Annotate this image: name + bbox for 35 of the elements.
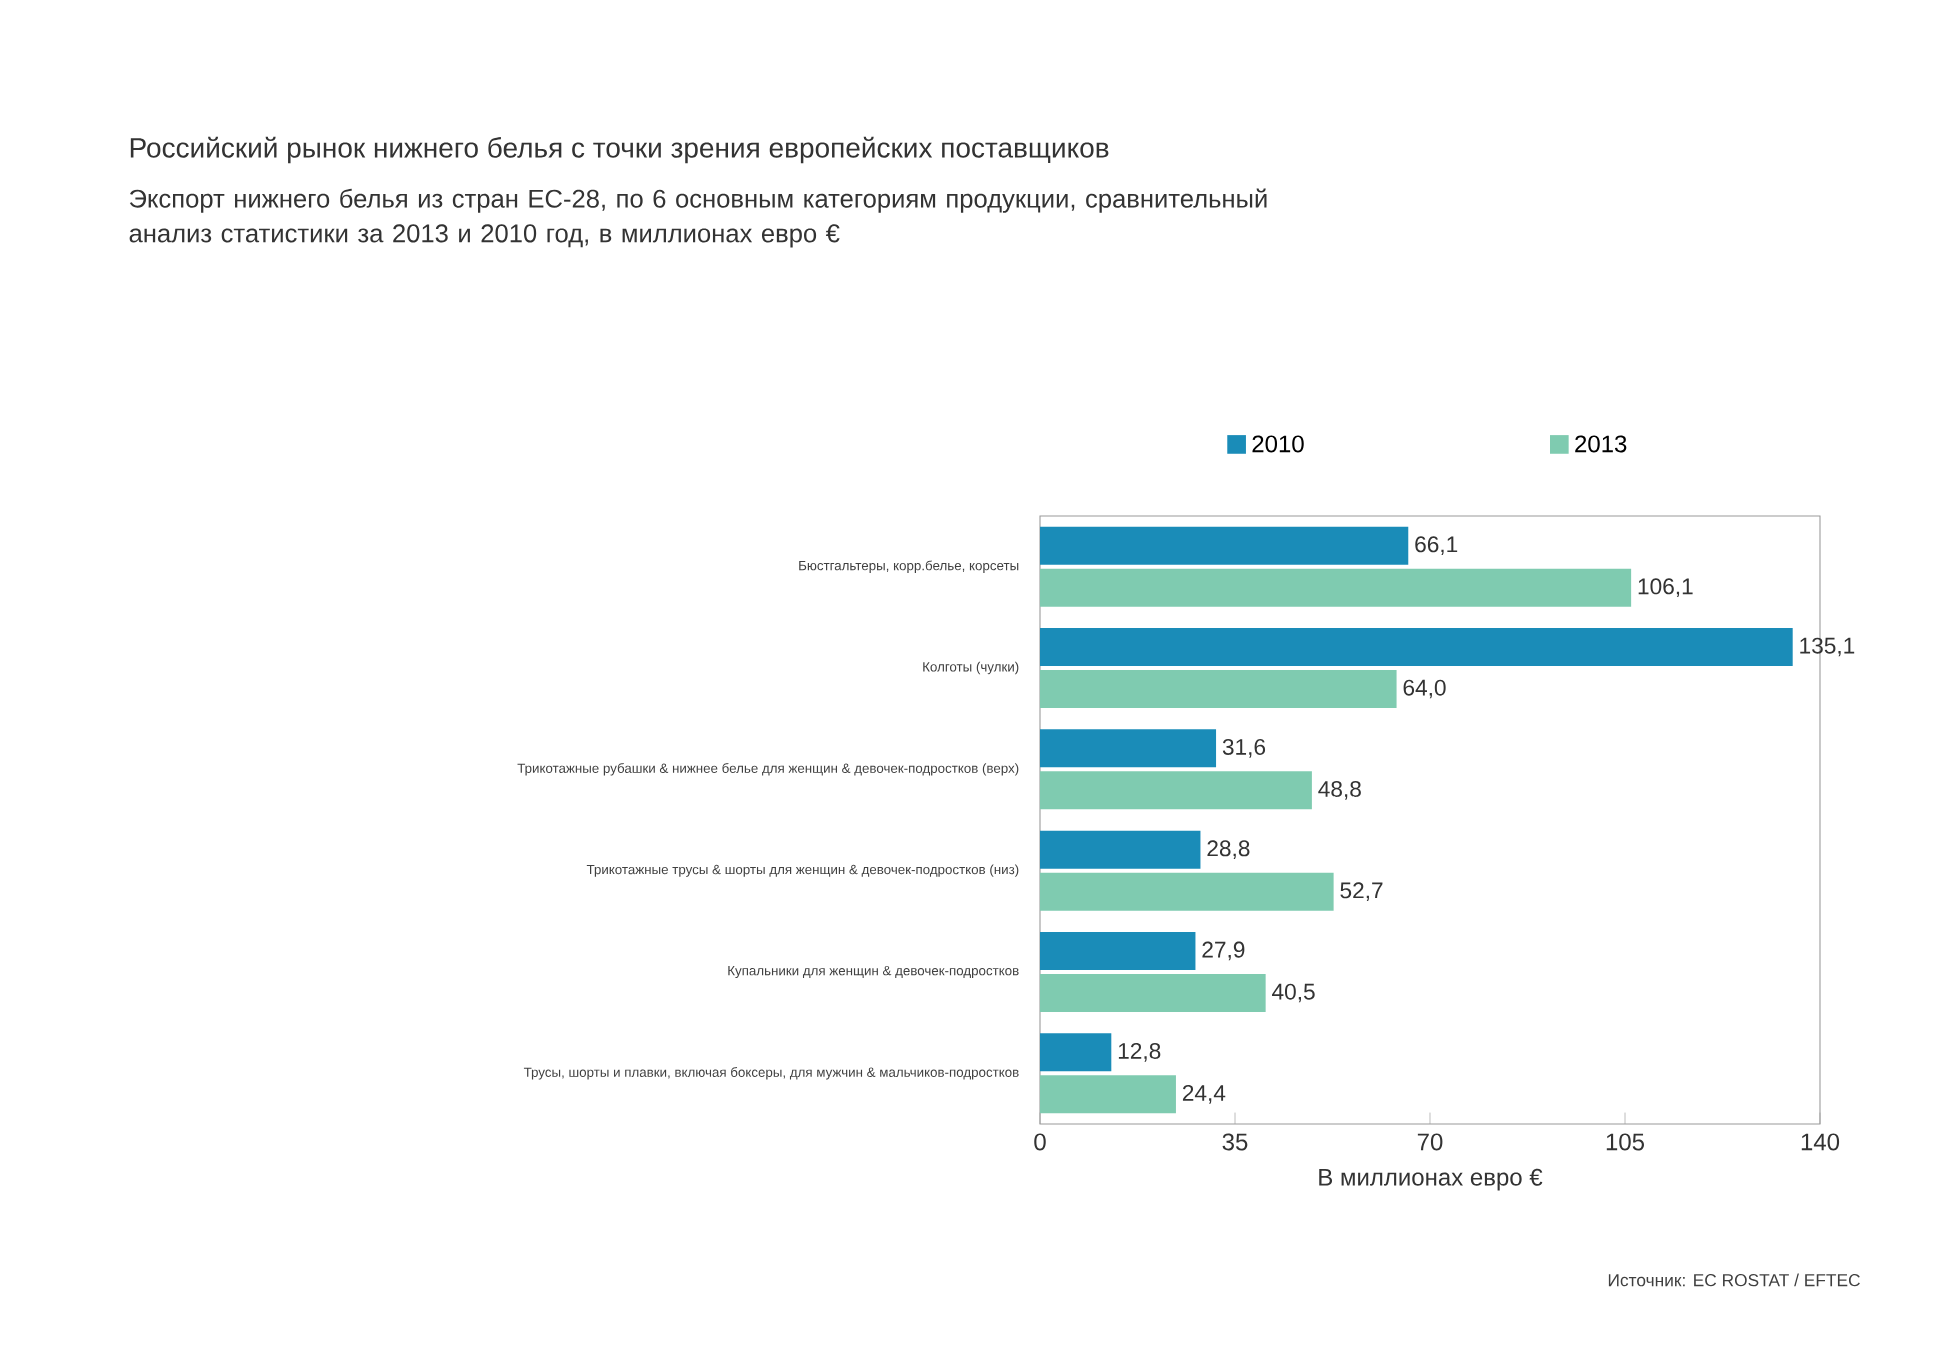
data-label: 66,1 <box>1415 536 1458 555</box>
text: Экспорт нижнего белья из стран ЕС-28, по 6 основным категориям продукции, сравнительный анализ статистики за 2013 и 2010 год, в миллионах евро € <box>129 188 1267 248</box>
data-label: 24,4 <box>1182 1084 1226 1104</box>
data-label: 64,0 <box>1403 679 1446 699</box>
bar <box>1040 830 1201 869</box>
bar <box>1040 1075 1176 1114</box>
legend-label: 2010 <box>1252 435 1304 453</box>
bar <box>1040 627 1793 666</box>
x-axis-title: В миллионах евро € <box>1319 1168 1543 1191</box>
bar <box>1040 526 1409 565</box>
text: Источник: EC ROSTAT / EFTEC <box>1608 1273 1860 1287</box>
data-label: 28,8 <box>1207 840 1250 859</box>
legend-label: 2013 <box>1575 435 1627 453</box>
x-tick-label: 70 <box>1417 1133 1443 1151</box>
bar <box>1040 1033 1112 1072</box>
bar <box>1040 931 1196 970</box>
bar <box>1040 872 1334 911</box>
x-tick-label: 105 <box>1606 1133 1644 1151</box>
x-tick-label: 0 <box>1034 1133 1046 1151</box>
text: Российский рынок нижнего белья с точки зрения европейских поставщиков <box>130 136 1109 164</box>
data-label: 52,7 <box>1340 882 1383 902</box>
x-tick-label: 140 <box>1801 1133 1840 1151</box>
data-label: 31,6 <box>1222 738 1266 758</box>
bar <box>1040 568 1632 607</box>
data-label: 40,5 <box>1272 983 1315 1003</box>
data-label: 48,8 <box>1318 780 1361 800</box>
data-label: 27,9 <box>1202 941 1245 961</box>
bar <box>1040 974 1266 1012</box>
data-label: 135,1 <box>1800 637 1855 657</box>
data-label: 12,8 <box>1118 1042 1161 1062</box>
x-tick-label: 35 <box>1222 1133 1248 1151</box>
bar <box>1040 670 1397 708</box>
bar <box>1040 771 1312 810</box>
data-label: 106,1 <box>1638 578 1693 598</box>
bar <box>1040 729 1217 768</box>
